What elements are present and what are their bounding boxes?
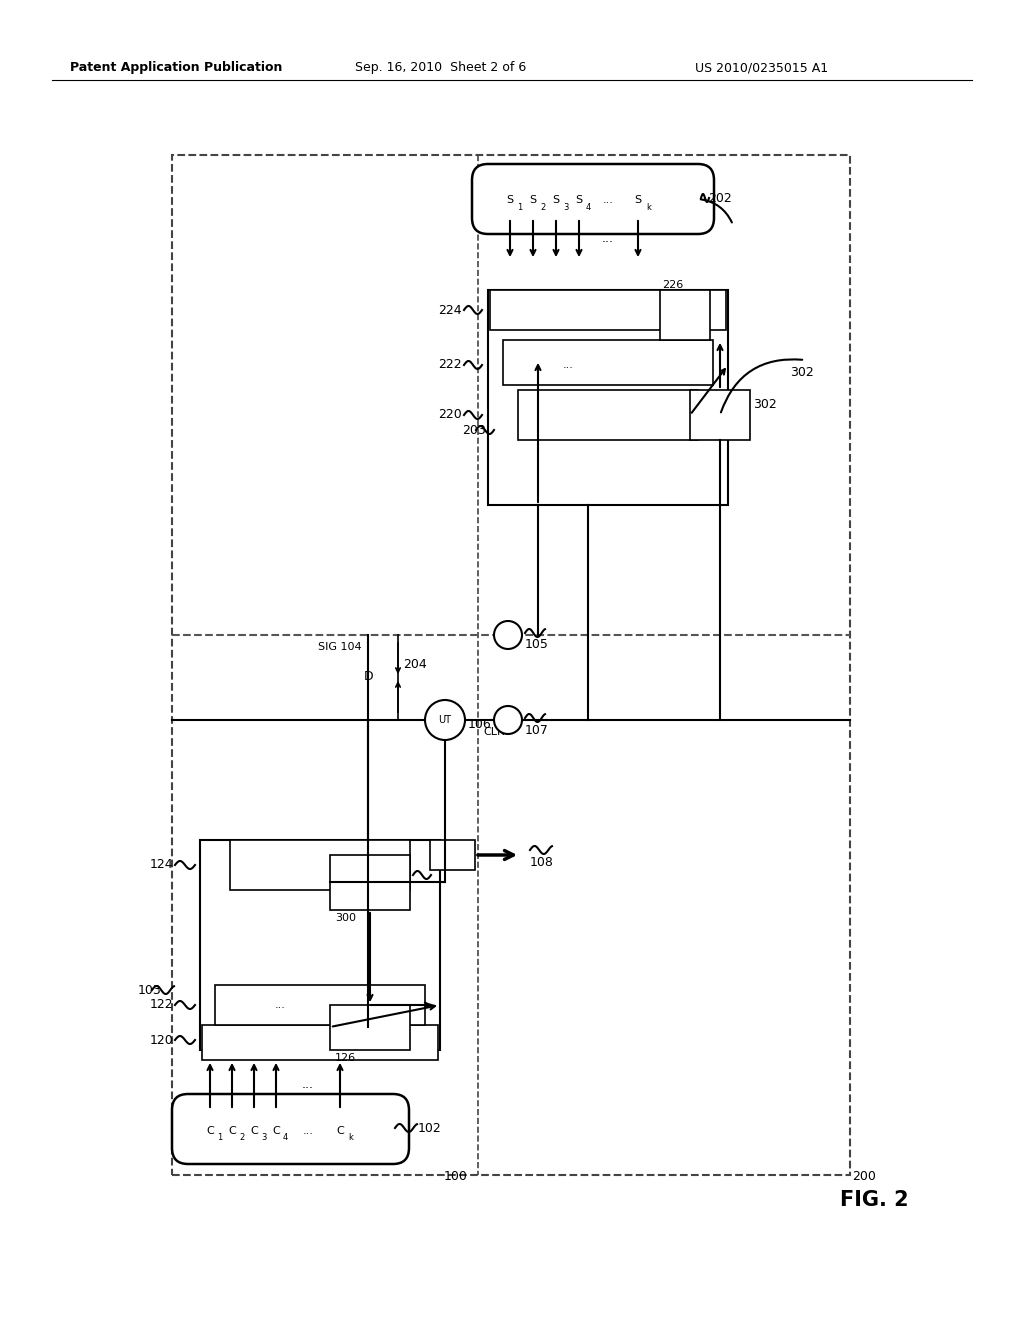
FancyBboxPatch shape	[172, 1094, 409, 1164]
Text: 302: 302	[753, 399, 777, 412]
Text: Sep. 16, 2010  Sheet 2 of 6: Sep. 16, 2010 Sheet 2 of 6	[355, 62, 526, 74]
Text: 2: 2	[540, 202, 545, 211]
Text: 204: 204	[403, 659, 427, 672]
Text: 3: 3	[563, 202, 568, 211]
Text: ...: ...	[602, 195, 613, 205]
Text: 100: 100	[444, 1171, 468, 1184]
Text: 302: 302	[790, 366, 814, 379]
Text: 122: 122	[150, 998, 174, 1011]
Text: SIG 104: SIG 104	[318, 642, 361, 652]
Text: 107: 107	[525, 723, 549, 737]
Text: 300: 300	[335, 913, 356, 923]
Text: 2: 2	[239, 1134, 245, 1143]
Text: 124: 124	[150, 858, 174, 871]
Text: 4: 4	[586, 202, 591, 211]
Bar	[172, 154, 850, 1175]
Circle shape	[494, 706, 522, 734]
Text: 1: 1	[217, 1134, 222, 1143]
Bar	[200, 840, 440, 1049]
Text: 102: 102	[418, 1122, 441, 1134]
Text: k: k	[646, 202, 651, 211]
Text: ...: ...	[602, 231, 614, 244]
Circle shape	[425, 700, 465, 741]
Text: S: S	[529, 195, 537, 205]
Text: C: C	[336, 1126, 344, 1137]
Text: 126: 126	[335, 1053, 356, 1063]
Text: 108: 108	[530, 857, 554, 870]
Text: ...: ...	[302, 1126, 313, 1137]
Text: C: C	[272, 1126, 280, 1137]
Text: FIG. 2: FIG. 2	[840, 1191, 908, 1210]
Text: S: S	[635, 195, 642, 205]
Bar	[430, 840, 475, 870]
Text: 106: 106	[468, 718, 492, 731]
Text: UT: UT	[438, 715, 452, 725]
Text: Patent Application Publication: Patent Application Publication	[70, 62, 283, 74]
Text: 103: 103	[138, 983, 162, 997]
Bar	[488, 290, 728, 506]
Text: 3: 3	[261, 1134, 266, 1143]
Text: k: k	[348, 1134, 353, 1143]
Text: S: S	[552, 195, 559, 205]
Text: ...: ...	[274, 1001, 286, 1010]
Bar	[215, 985, 425, 1026]
Text: ...: ...	[562, 360, 573, 370]
Text: 120: 120	[150, 1034, 174, 1047]
Text: 220: 220	[438, 408, 462, 421]
Text: 203: 203	[462, 424, 485, 437]
Bar	[660, 290, 710, 341]
Bar	[230, 840, 410, 890]
Text: 4: 4	[283, 1134, 288, 1143]
Circle shape	[494, 620, 522, 649]
Text: C: C	[206, 1126, 214, 1137]
Bar	[330, 1005, 410, 1049]
Text: 202: 202	[708, 191, 732, 205]
Text: US 2010/0235015 A1: US 2010/0235015 A1	[695, 62, 828, 74]
Text: 1: 1	[517, 202, 522, 211]
Bar	[202, 1026, 438, 1060]
Text: 224: 224	[438, 304, 462, 317]
Bar	[690, 389, 750, 440]
Text: 226: 226	[662, 280, 683, 290]
Bar	[490, 290, 726, 330]
Text: ...: ...	[302, 1078, 314, 1092]
Bar	[518, 389, 698, 440]
Text: C: C	[250, 1126, 258, 1137]
Text: S: S	[507, 195, 514, 205]
Text: 222: 222	[438, 359, 462, 371]
Text: CLK: CLK	[483, 727, 504, 737]
Text: C: C	[228, 1126, 236, 1137]
Text: 105: 105	[525, 639, 549, 652]
Text: 200: 200	[852, 1171, 876, 1184]
FancyBboxPatch shape	[472, 164, 714, 234]
Text: D: D	[364, 671, 373, 684]
Bar	[330, 855, 410, 909]
Text: S: S	[575, 195, 583, 205]
Bar	[503, 341, 713, 385]
